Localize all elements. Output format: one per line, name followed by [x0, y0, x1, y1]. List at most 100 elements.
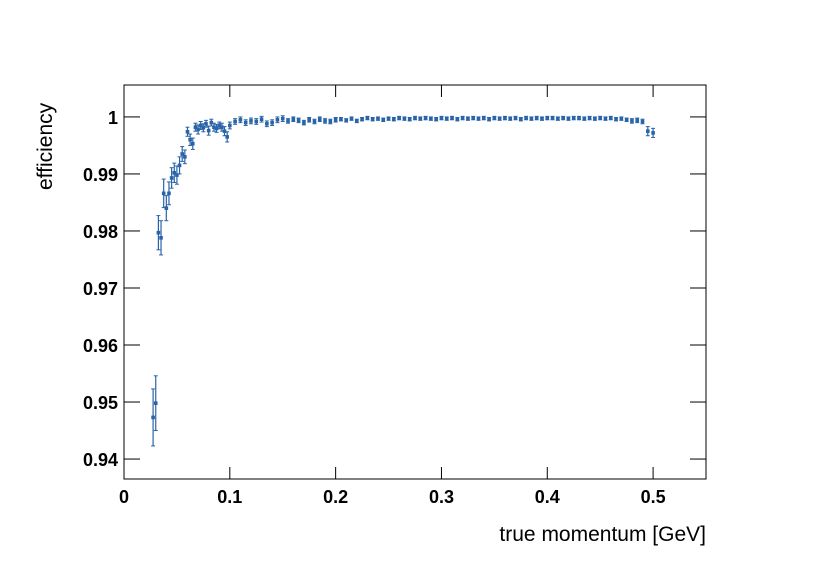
marker	[497, 116, 502, 121]
marker	[212, 125, 216, 129]
marker	[577, 116, 581, 120]
x-tick-label: 0.3	[429, 487, 454, 507]
marker	[172, 171, 177, 175]
marker	[402, 116, 407, 121]
x-tick-label: 0.4	[535, 487, 560, 507]
marker	[238, 117, 243, 122]
y-tick-label: 0.98	[83, 222, 118, 242]
y-tick-label: 0.96	[83, 336, 118, 356]
marker	[193, 125, 198, 129]
marker	[206, 128, 211, 133]
marker	[513, 116, 518, 120]
x-axis-title: true momentum [GeV]	[499, 523, 706, 546]
marker	[630, 119, 634, 123]
marker	[651, 131, 655, 135]
marker	[312, 119, 317, 124]
marker	[185, 129, 190, 134]
marker	[635, 118, 640, 123]
marker	[275, 117, 280, 122]
marker	[349, 116, 354, 121]
marker	[339, 117, 343, 122]
y-axis-title: efficiency	[34, 102, 57, 190]
marker	[183, 155, 187, 159]
marker	[167, 191, 171, 196]
marker	[228, 123, 232, 128]
marker	[571, 116, 576, 120]
marker	[156, 230, 161, 235]
marker	[175, 173, 179, 177]
marker	[177, 163, 182, 168]
marker	[614, 117, 618, 122]
marker	[423, 116, 428, 120]
marker	[159, 236, 163, 240]
marker	[201, 125, 206, 130]
marker	[593, 116, 597, 121]
marker	[365, 116, 370, 120]
y-tick-label: 0.99	[83, 165, 118, 185]
marker	[534, 116, 539, 120]
y-tick-label: 1	[108, 108, 118, 128]
marker	[503, 116, 507, 120]
marker	[556, 116, 560, 121]
marker	[153, 401, 158, 405]
plot-frame	[123, 84, 707, 480]
marker	[286, 119, 290, 123]
marker	[545, 116, 550, 120]
marker	[407, 117, 412, 122]
marker	[466, 116, 470, 121]
marker	[254, 119, 259, 124]
x-tick-label: 0.2	[323, 487, 348, 507]
marker	[344, 118, 349, 123]
marker	[598, 116, 602, 120]
marker	[550, 116, 555, 120]
y-tick-label: 0.94	[83, 450, 118, 470]
marker	[624, 117, 629, 122]
marker	[333, 117, 338, 122]
marker	[370, 117, 375, 122]
marker	[161, 191, 166, 196]
marker	[209, 120, 214, 125]
marker	[249, 119, 253, 123]
marker	[455, 117, 460, 122]
marker	[328, 119, 333, 124]
marker	[360, 117, 364, 122]
y-tick-label: 0.95	[83, 393, 118, 413]
marker	[280, 116, 285, 121]
marker	[450, 116, 454, 120]
marker	[481, 116, 486, 120]
marker	[540, 116, 544, 121]
marker	[214, 126, 219, 131]
marker	[646, 129, 650, 133]
marker	[376, 116, 380, 121]
marker	[418, 116, 423, 121]
marker	[529, 116, 534, 121]
marker	[233, 119, 237, 124]
x-tick-label: 0.5	[641, 487, 666, 507]
marker	[270, 120, 274, 125]
marker	[151, 415, 155, 420]
marker	[381, 117, 386, 122]
marker	[225, 135, 229, 139]
marker	[566, 116, 571, 121]
marker	[429, 116, 433, 121]
marker	[476, 116, 481, 121]
marker	[519, 117, 523, 122]
marker	[444, 116, 449, 121]
marker	[180, 152, 184, 156]
marker	[169, 176, 174, 180]
marker	[640, 119, 645, 124]
marker	[434, 117, 438, 122]
marker	[524, 116, 528, 120]
marker	[164, 206, 169, 210]
marker	[190, 141, 195, 146]
marker	[487, 117, 491, 122]
marker	[204, 121, 208, 126]
marker	[323, 119, 327, 123]
marker	[302, 120, 306, 125]
marker	[217, 123, 222, 128]
marker	[220, 125, 224, 129]
marker	[355, 119, 359, 123]
x-tick-label: 0.1	[217, 487, 242, 507]
marker	[265, 121, 269, 126]
